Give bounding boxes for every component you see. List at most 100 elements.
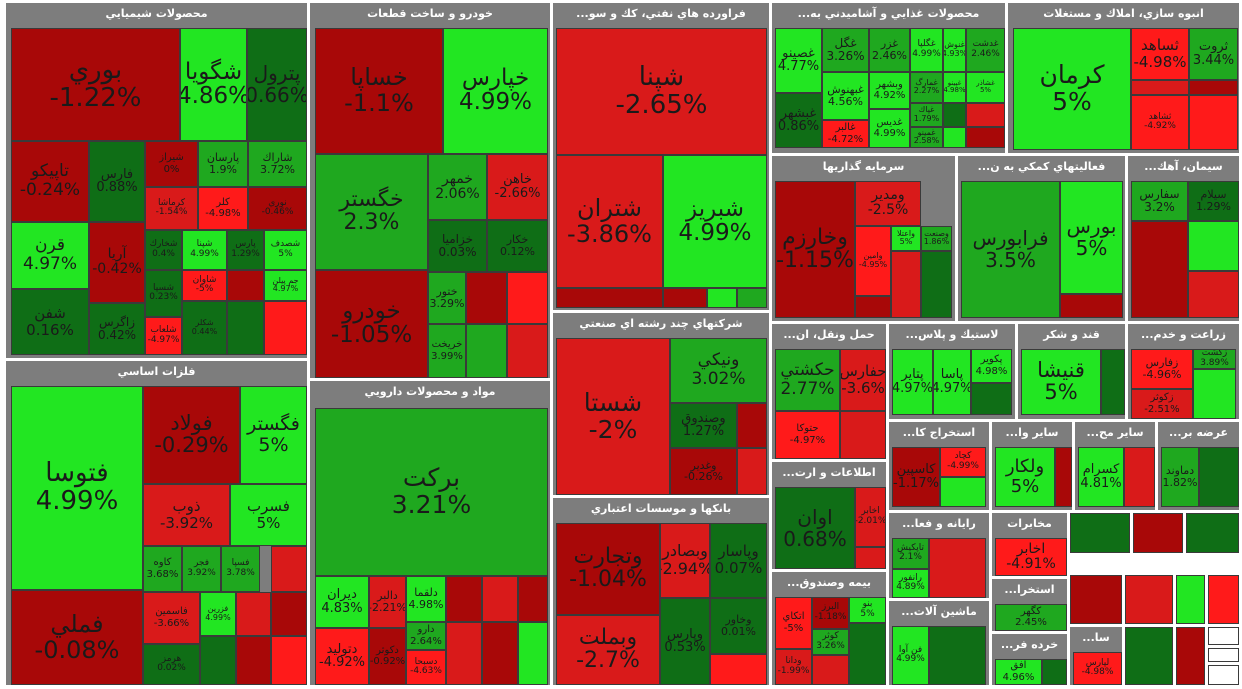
stock-tile[interactable]: شتران -3.86% bbox=[556, 155, 663, 288]
minor-stock-tile[interactable] bbox=[1186, 513, 1239, 553]
stock-tile[interactable]: غديس 4.99% bbox=[869, 109, 910, 148]
stock-tile[interactable]: وخاور 0.01% bbox=[710, 598, 767, 654]
minor-stock-tile[interactable] bbox=[966, 103, 1005, 127]
stock-tile[interactable]: فولاد -0.29% bbox=[143, 386, 240, 484]
stock-tile[interactable]: تاپيكو -0.24% bbox=[11, 141, 89, 222]
stock-tile[interactable]: تاپكيش 2.1% bbox=[892, 538, 929, 569]
minor-stock-tile[interactable] bbox=[929, 538, 986, 598]
stock-tile[interactable]: غصينو 4.77% bbox=[775, 28, 822, 93]
stock-tile[interactable]: ونيكي 3.02% bbox=[670, 338, 767, 403]
stock-tile[interactable]: بورس 5% bbox=[1060, 181, 1123, 294]
stock-tile[interactable]: پارسان 1.9% bbox=[198, 141, 248, 187]
minor-stock-tile[interactable] bbox=[855, 547, 886, 569]
minor-stock-tile[interactable] bbox=[707, 288, 737, 308]
stock-tile[interactable]: غپاك 1.79% bbox=[910, 103, 943, 127]
minor-stock-tile[interactable] bbox=[737, 448, 767, 495]
minor-stock-tile[interactable] bbox=[840, 411, 886, 459]
minor-stock-tile[interactable] bbox=[1133, 513, 1183, 553]
stock-tile[interactable]: اخابر -2.01% bbox=[855, 487, 886, 547]
stock-tile[interactable]: كچاد -4.99% bbox=[940, 447, 986, 477]
stock-tile[interactable]: پتاير 4.97% bbox=[892, 349, 933, 415]
minor-stock-tile[interactable] bbox=[710, 654, 767, 685]
stock-tile[interactable]: خزاميا 0.03% bbox=[428, 220, 487, 272]
stock-tile[interactable]: كاسپين -1.17% bbox=[892, 447, 940, 507]
stock-tile[interactable]: واعتلا 5% bbox=[891, 226, 921, 251]
stock-tile[interactable]: اوان 0.68% bbox=[775, 487, 855, 569]
minor-stock-tile[interactable] bbox=[518, 576, 548, 622]
minor-stock-tile[interactable] bbox=[1131, 221, 1188, 318]
minor-stock-tile[interactable] bbox=[482, 576, 518, 622]
minor-stock-tile[interactable] bbox=[236, 636, 271, 685]
stock-tile[interactable]: زاگرس 0.42% bbox=[89, 303, 145, 355]
stock-tile[interactable]: غگلپا 4.99% bbox=[910, 28, 943, 72]
stock-tile[interactable]: وصنعت 1.86% bbox=[921, 226, 952, 251]
stock-tile[interactable]: شسپا 0.23% bbox=[145, 270, 182, 317]
minor-stock-tile[interactable] bbox=[1188, 271, 1239, 318]
stock-tile[interactable]: بوري -1.22% bbox=[11, 28, 180, 141]
stock-tile[interactable]: فسرب 5% bbox=[230, 484, 307, 546]
stock-tile[interactable]: فملي -0.08% bbox=[11, 590, 143, 685]
stock-tile[interactable]: شلعاب -4.97% bbox=[145, 317, 182, 355]
stock-tile[interactable]: غزر 2.46% bbox=[869, 28, 910, 72]
stock-tile[interactable]: پاسا 4.97% bbox=[933, 349, 971, 415]
stock-tile[interactable]: وصندوق 1.27% bbox=[670, 403, 737, 448]
stock-tile[interactable]: غمينو 2.58% bbox=[910, 127, 943, 148]
minor-stock-tile[interactable] bbox=[1176, 575, 1205, 624]
stock-tile[interactable]: ودانا -1.99% bbox=[775, 649, 812, 685]
stock-tile[interactable]: رانفور 4.89% bbox=[892, 569, 929, 598]
stock-tile[interactable]: فن آوا 4.99% bbox=[892, 626, 929, 685]
stock-tile[interactable]: غمارگ 2.27% bbox=[910, 72, 943, 103]
stock-tile[interactable]: فسپا 3.78% bbox=[221, 546, 260, 592]
stock-tile[interactable]: دكوثر -0.92% bbox=[369, 628, 406, 685]
stock-tile[interactable]: ثساهد -4.98% bbox=[1131, 28, 1189, 80]
minor-stock-tile[interactable] bbox=[929, 626, 986, 685]
stock-tile[interactable]: غگل 3.26% bbox=[822, 28, 869, 72]
minor-stock-tile[interactable] bbox=[891, 251, 921, 318]
stock-tile[interactable]: وبشهر 4.92% bbox=[869, 72, 910, 109]
stock-tile[interactable]: آريا -0.42% bbox=[89, 222, 145, 303]
stock-tile[interactable]: غالبر -4.72% bbox=[822, 120, 869, 148]
minor-stock-tile[interactable] bbox=[271, 592, 307, 636]
stock-tile[interactable]: شصدف 5% bbox=[264, 230, 307, 270]
stock-tile[interactable]: شاراك 3.72% bbox=[248, 141, 307, 187]
stock-tile[interactable]: وتجارت -1.04% bbox=[556, 523, 660, 615]
stock-tile[interactable]: فجر 3.92% bbox=[182, 546, 221, 592]
minor-stock-tile[interactable] bbox=[446, 576, 482, 622]
stock-tile[interactable]: هرمز 0.02% bbox=[143, 644, 200, 685]
stock-tile[interactable]: زكشت 3.89% bbox=[1193, 349, 1236, 369]
minor-stock-tile[interactable] bbox=[446, 622, 482, 685]
minor-stock-tile[interactable] bbox=[518, 622, 548, 685]
stock-tile[interactable]: لپارس -4.98% bbox=[1073, 652, 1122, 685]
stock-tile[interactable]: خريخت 3.99% bbox=[428, 324, 466, 378]
stock-tile[interactable]: حفارس -3.6% bbox=[840, 349, 886, 411]
minor-stock-tile[interactable] bbox=[1101, 349, 1125, 415]
minor-stock-tile[interactable] bbox=[737, 403, 767, 448]
minor-stock-tile[interactable] bbox=[1199, 447, 1239, 507]
stock-tile[interactable]: كرماشا -1.54% bbox=[145, 187, 198, 230]
stock-tile[interactable]: اخابر -4.91% bbox=[995, 538, 1067, 576]
minor-stock-tile[interactable] bbox=[855, 296, 891, 318]
stock-tile[interactable]: جم پيلن 4.97% bbox=[264, 270, 307, 301]
stock-tile[interactable]: قرن 4.97% bbox=[11, 222, 89, 289]
stock-tile[interactable]: شكلر 0.44% bbox=[182, 301, 227, 355]
stock-tile[interactable]: وغدير -0.26% bbox=[670, 448, 737, 495]
minor-stock-tile[interactable] bbox=[271, 636, 307, 685]
minor-stock-tile[interactable] bbox=[1208, 627, 1239, 645]
minor-stock-tile[interactable] bbox=[1125, 627, 1173, 685]
minor-stock-tile[interactable] bbox=[921, 251, 952, 318]
stock-tile[interactable]: كرمان 5% bbox=[1013, 28, 1131, 150]
minor-stock-tile[interactable] bbox=[556, 288, 663, 308]
stock-tile[interactable]: حكشتي 2.77% bbox=[775, 349, 840, 411]
stock-tile[interactable]: غپينو 4.98% bbox=[943, 72, 966, 103]
minor-stock-tile[interactable] bbox=[200, 636, 236, 685]
minor-stock-tile[interactable] bbox=[507, 324, 548, 378]
stock-tile[interactable]: شبريز 4.99% bbox=[663, 155, 767, 288]
stock-tile[interactable]: البرز -1.18% bbox=[812, 597, 849, 629]
minor-stock-tile[interactable] bbox=[1055, 447, 1072, 507]
stock-tile[interactable]: سفارس 3.2% bbox=[1131, 181, 1188, 221]
minor-stock-tile[interactable] bbox=[264, 301, 307, 355]
stock-tile[interactable]: بنو 5% bbox=[849, 597, 886, 623]
stock-tile[interactable]: سيلام 1.29% bbox=[1188, 181, 1239, 221]
minor-stock-tile[interactable] bbox=[1070, 513, 1130, 553]
stock-tile[interactable]: پترول 0.66% bbox=[247, 28, 307, 141]
